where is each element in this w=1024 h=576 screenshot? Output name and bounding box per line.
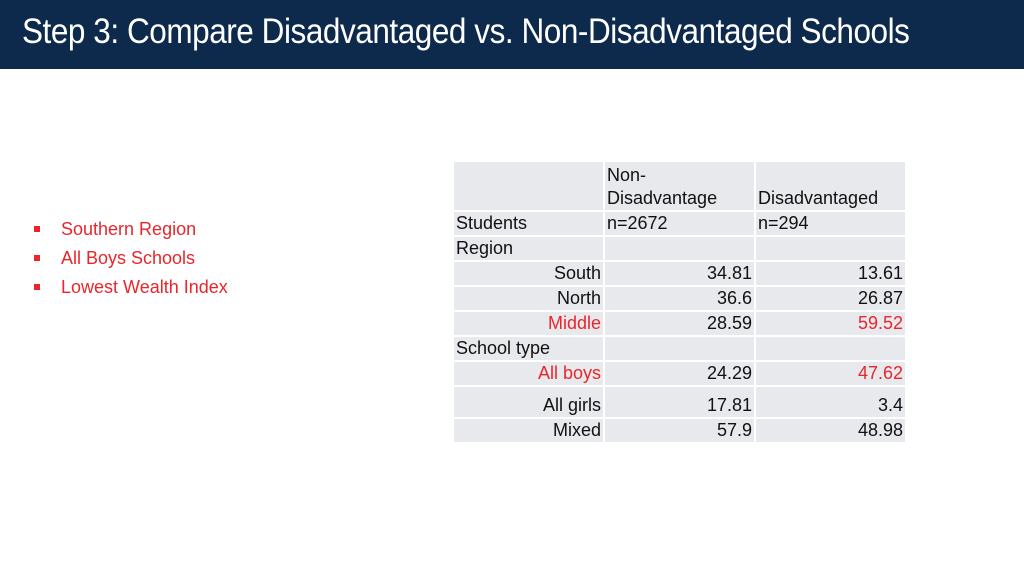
- row-label: South: [454, 262, 603, 285]
- cell-value: 48.98: [756, 419, 905, 442]
- table-row: All boys 24.29 47.62: [454, 362, 905, 385]
- square-bullet-icon: [34, 284, 40, 290]
- table-row: School type: [454, 337, 905, 360]
- square-bullet-icon: [34, 255, 40, 261]
- cell-value: 57.9: [605, 419, 754, 442]
- bullet-item: All Boys Schools: [34, 244, 228, 273]
- table-row: Mixed 57.9 48.98: [454, 419, 905, 442]
- bullet-item: Southern Region: [34, 215, 228, 244]
- cell-value: n=294: [756, 212, 905, 235]
- title-bar: Step 3: Compare Disadvantaged vs. Non-Di…: [0, 0, 1024, 69]
- section-label: Region: [454, 237, 603, 260]
- cell-value: 3.4: [756, 387, 905, 417]
- cell-value: n=2672: [605, 212, 754, 235]
- row-label: Mixed: [454, 419, 603, 442]
- row-label-highlight: All boys: [454, 362, 603, 385]
- cell-value: 24.29: [605, 362, 754, 385]
- section-label: School type: [454, 337, 603, 360]
- cell-value: 13.61: [756, 262, 905, 285]
- cell-value: 34.81: [605, 262, 754, 285]
- table-row: All girls 17.81 3.4: [454, 387, 905, 417]
- bullet-list: Southern Region All Boys Schools Lowest …: [34, 215, 228, 302]
- cell-value: 28.59: [605, 312, 754, 335]
- cell-value: 36.6: [605, 287, 754, 310]
- cell-value: 26.87: [756, 287, 905, 310]
- slide-title: Step 3: Compare Disadvantaged vs. Non-Di…: [22, 12, 910, 51]
- cell-value-highlight: 47.62: [756, 362, 905, 385]
- table-row: North 36.6 26.87: [454, 287, 905, 310]
- square-bullet-icon: [34, 226, 40, 232]
- row-label: North: [454, 287, 603, 310]
- bullet-item: Lowest Wealth Index: [34, 273, 228, 302]
- table-row: Students n=2672 n=294: [454, 212, 905, 235]
- row-label: Students: [454, 212, 603, 235]
- table-row: Middle 28.59 59.52: [454, 312, 905, 335]
- table-row: South 34.81 13.61: [454, 262, 905, 285]
- row-label: All girls: [454, 387, 603, 417]
- row-label-highlight: Middle: [454, 312, 603, 335]
- table-row: Region: [454, 237, 905, 260]
- cell-value-highlight: 59.52: [756, 312, 905, 335]
- table-header-row: Non- Disadvantage Disadvantaged: [454, 162, 905, 210]
- header-cell-disadvantaged: Disadvantaged: [756, 162, 905, 210]
- comparison-table: Non- Disadvantage Disadvantaged Students …: [452, 160, 907, 444]
- header-cell-non-disadvantage: Non- Disadvantage: [605, 162, 754, 210]
- cell-value: 17.81: [605, 387, 754, 417]
- header-cell-empty: [454, 162, 603, 210]
